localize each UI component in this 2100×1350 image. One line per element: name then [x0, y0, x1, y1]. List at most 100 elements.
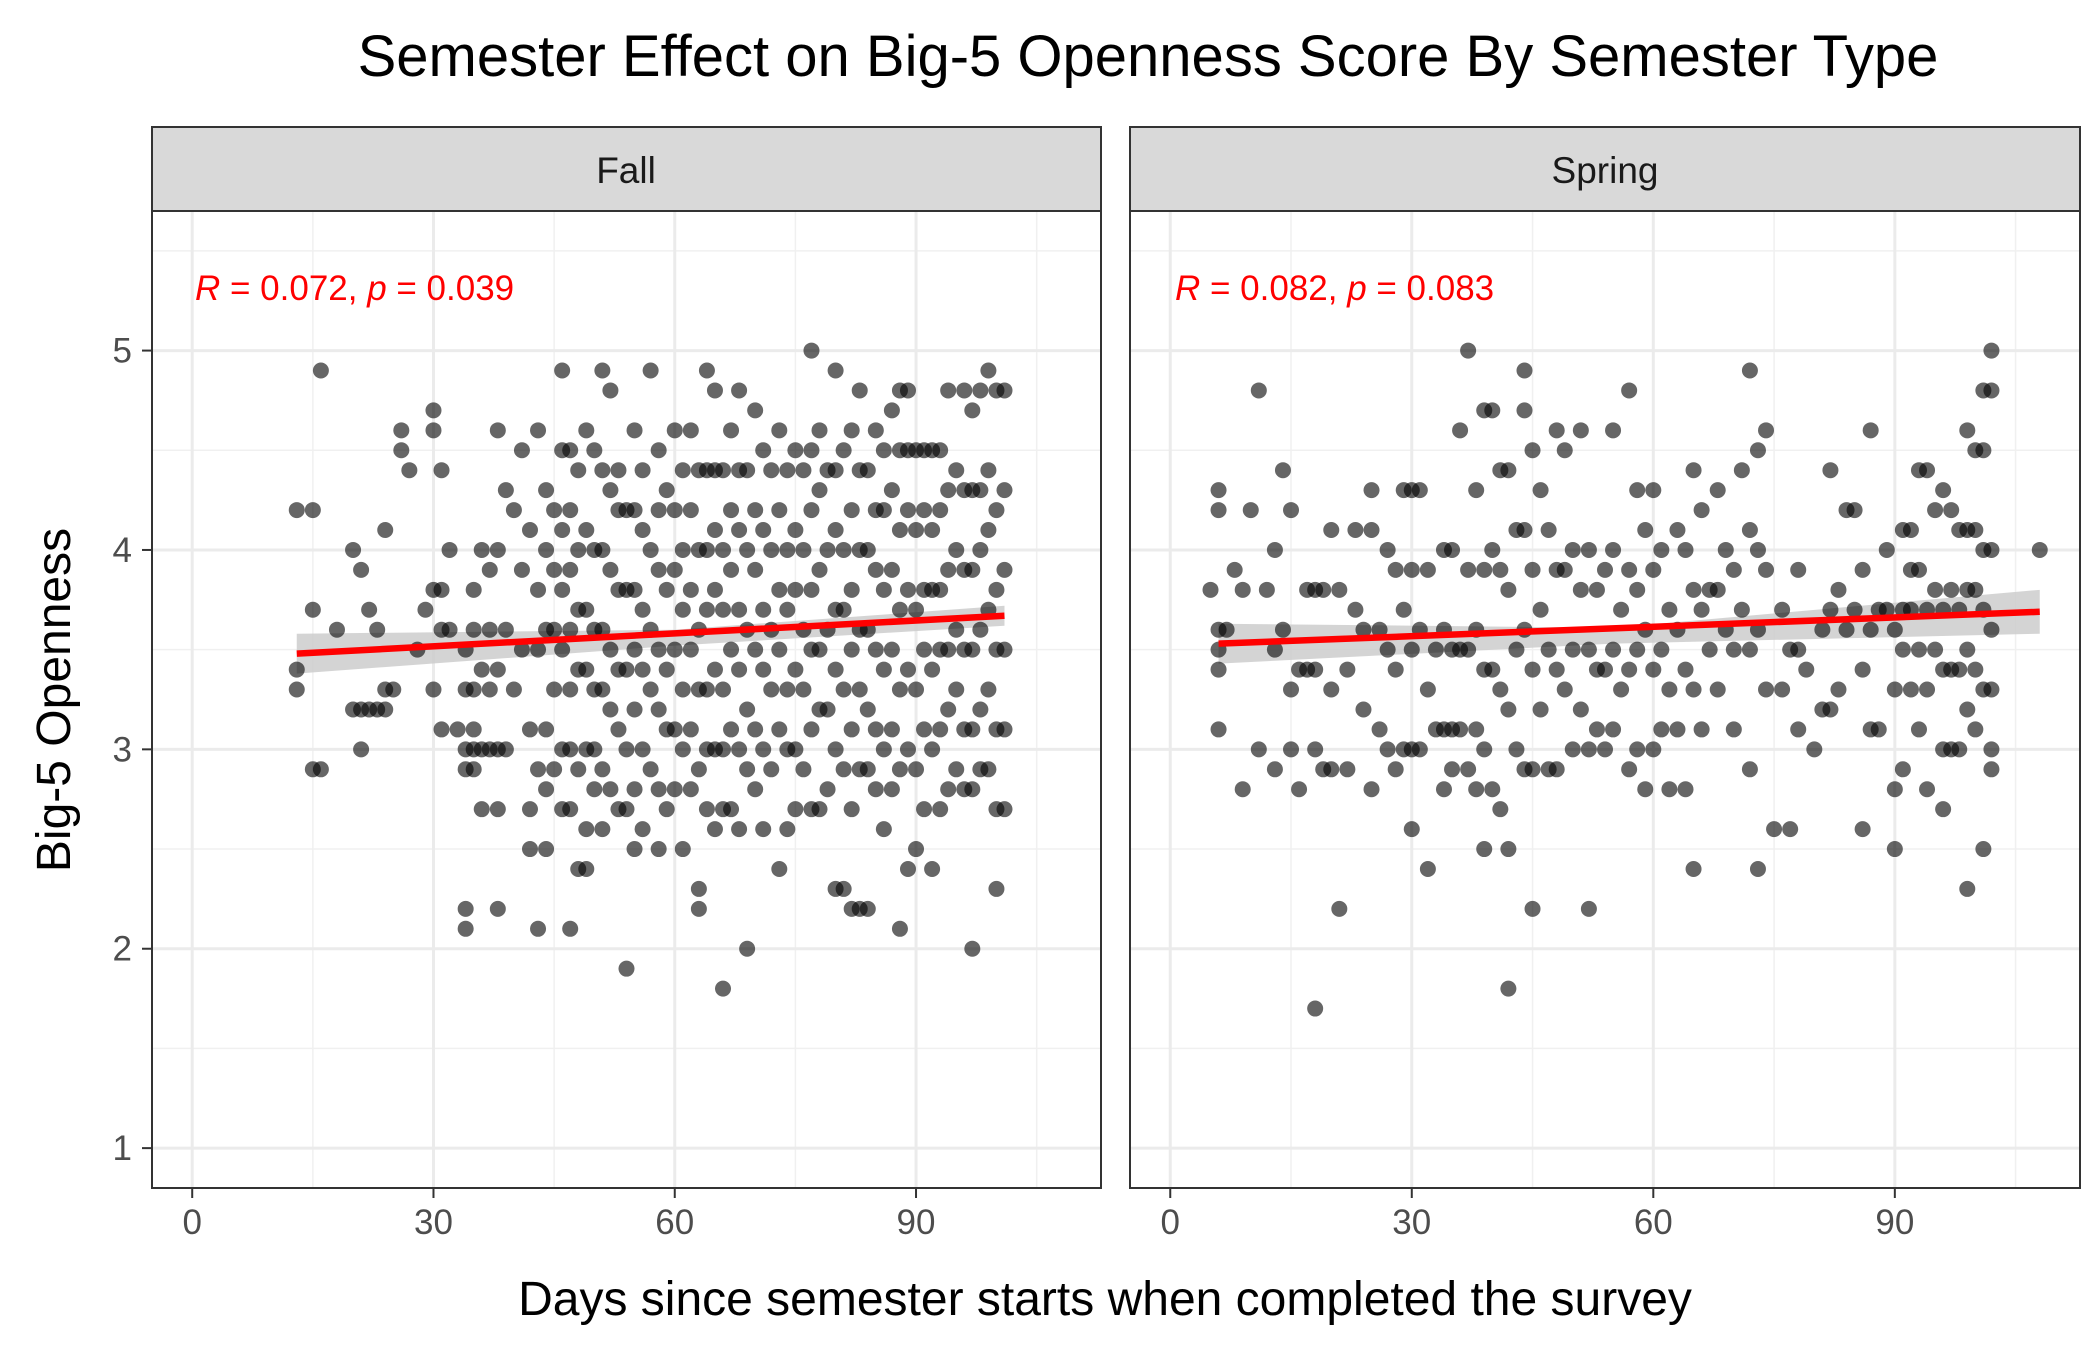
- data-point: [1701, 641, 1718, 658]
- y-tick-label: 2: [113, 930, 132, 969]
- data-point: [1983, 541, 2000, 558]
- data-point: [1500, 841, 1517, 858]
- data-point: [996, 641, 1013, 658]
- data-point: [642, 541, 659, 558]
- data-point: [1693, 601, 1710, 618]
- data-point: [658, 581, 675, 598]
- data-point: [916, 721, 933, 738]
- data-point: [755, 741, 772, 758]
- data-point: [811, 422, 828, 439]
- data-point: [1959, 880, 1976, 897]
- plot-area-spring: [1130, 211, 2080, 1188]
- data-point: [875, 581, 892, 598]
- data-point: [948, 541, 965, 558]
- data-point: [1886, 621, 1903, 638]
- data-point: [1790, 641, 1807, 658]
- data-point: [1572, 581, 1589, 598]
- data-point: [1556, 442, 1573, 459]
- data-point: [1741, 362, 1758, 379]
- data-point: [546, 681, 563, 698]
- data-point: [1476, 741, 1493, 758]
- data-point: [980, 362, 997, 379]
- data-point: [1894, 641, 1911, 658]
- data-point: [715, 541, 732, 558]
- data-point: [1613, 681, 1630, 698]
- data-point: [1403, 561, 1420, 578]
- data-point: [1774, 601, 1791, 618]
- data-point: [1685, 860, 1702, 877]
- data-point: [1307, 741, 1324, 758]
- data-point: [1653, 541, 1670, 558]
- data-point: [1532, 701, 1549, 718]
- data-point: [1637, 522, 1654, 539]
- data-point: [353, 741, 370, 758]
- data-point: [602, 701, 619, 718]
- data-point: [666, 561, 683, 578]
- data-point: [1943, 502, 1960, 519]
- data-point: [1218, 621, 1235, 638]
- data-point: [1476, 561, 1493, 578]
- data-point: [425, 402, 442, 419]
- data-point: [521, 841, 538, 858]
- data-point: [666, 781, 683, 798]
- data-point: [1283, 502, 1300, 519]
- data-point: [1935, 482, 1952, 499]
- data-point: [867, 422, 884, 439]
- data-point: [763, 541, 780, 558]
- x-axis-spring: 0 30 60 90: [1161, 1188, 1914, 1242]
- data-point: [867, 721, 884, 738]
- data-point: [803, 442, 820, 459]
- data-point: [964, 940, 981, 957]
- data-point: [1749, 860, 1766, 877]
- data-point: [916, 641, 933, 658]
- data-point: [940, 482, 957, 499]
- data-point: [497, 482, 514, 499]
- data-point: [755, 821, 772, 838]
- data-point: [924, 741, 941, 758]
- data-point: [731, 741, 748, 758]
- data-point: [1597, 561, 1613, 578]
- data-point: [1774, 681, 1791, 698]
- data-point: [562, 801, 579, 818]
- data-point: [827, 661, 844, 678]
- data-point: [369, 621, 386, 638]
- data-point: [626, 422, 643, 439]
- data-point: [1564, 741, 1581, 758]
- data-point: [1669, 721, 1686, 738]
- data-point: [1572, 422, 1589, 439]
- data-point: [642, 761, 659, 778]
- data-point: [425, 681, 442, 698]
- data-point: [626, 502, 643, 519]
- data-point: [1983, 681, 2000, 698]
- data-point: [682, 641, 699, 658]
- data-point: [690, 900, 707, 917]
- data-point: [554, 581, 571, 598]
- data-point: [924, 860, 941, 877]
- data-point: [489, 422, 506, 439]
- data-point: [634, 462, 651, 479]
- data-point: [1323, 761, 1340, 778]
- facet-panel-spring: Spring R = 0.082, p = 0.083 0 30 60 90: [1129, 126, 2081, 1242]
- data-point: [546, 621, 563, 638]
- data-point: [972, 482, 989, 499]
- data-point: [739, 761, 756, 778]
- data-point: [795, 761, 812, 778]
- data-point: [1419, 561, 1436, 578]
- data-point: [562, 741, 579, 758]
- data-point: [1725, 721, 1742, 738]
- data-point: [1516, 402, 1533, 419]
- data-point: [1894, 761, 1911, 778]
- data-point: [1677, 541, 1694, 558]
- data-point: [658, 801, 675, 818]
- data-point: [763, 761, 780, 778]
- data-point: [288, 661, 305, 678]
- data-point: [1733, 601, 1750, 618]
- data-point: [1927, 502, 1944, 519]
- data-point: [682, 422, 699, 439]
- data-point: [1331, 900, 1348, 917]
- data-point: [312, 362, 329, 379]
- p-value-spring: = 0.083: [1367, 269, 1494, 308]
- data-point: [562, 920, 579, 937]
- data-point: [1661, 681, 1678, 698]
- data-point: [1387, 761, 1404, 778]
